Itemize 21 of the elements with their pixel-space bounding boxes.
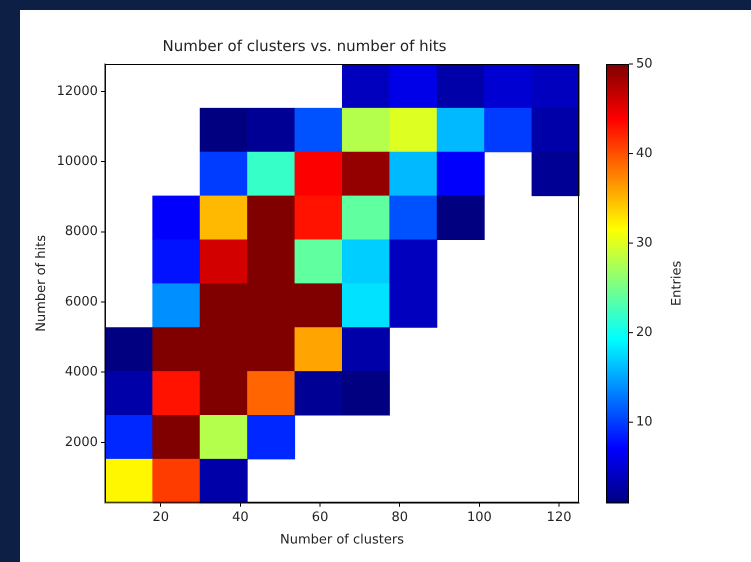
y-tick-label: 12000: [56, 84, 98, 99]
x-tick-label: 120: [546, 510, 572, 525]
color-bar-title: Entries: [669, 260, 684, 306]
color-bar-label: 50: [636, 56, 653, 72]
y-tick-label: 4000: [64, 364, 98, 380]
color-bar-label: 30: [636, 235, 653, 250]
y-axis-title: Number of hits: [34, 234, 50, 332]
x-tick-label: 40: [232, 510, 249, 525]
x-tick-label: 20: [152, 510, 169, 525]
color-bar-label: 40: [636, 146, 653, 161]
y-tick-label: 6000: [64, 294, 98, 310]
color-bar-label: 10: [636, 414, 653, 430]
x-tick-label: 100: [466, 510, 492, 525]
x-tick-label: 80: [391, 510, 408, 525]
y-tick-label: 8000: [64, 224, 98, 240]
x-tick-label: 60: [312, 510, 328, 525]
color-bar-label: 20: [636, 325, 653, 340]
chart-title: Number of clusters vs. number of hits: [162, 36, 447, 55]
y-tick-label: 10000: [56, 154, 98, 169]
y-tick-label: 2000: [64, 434, 98, 450]
x-axis-title: Number of clusters: [280, 532, 404, 548]
